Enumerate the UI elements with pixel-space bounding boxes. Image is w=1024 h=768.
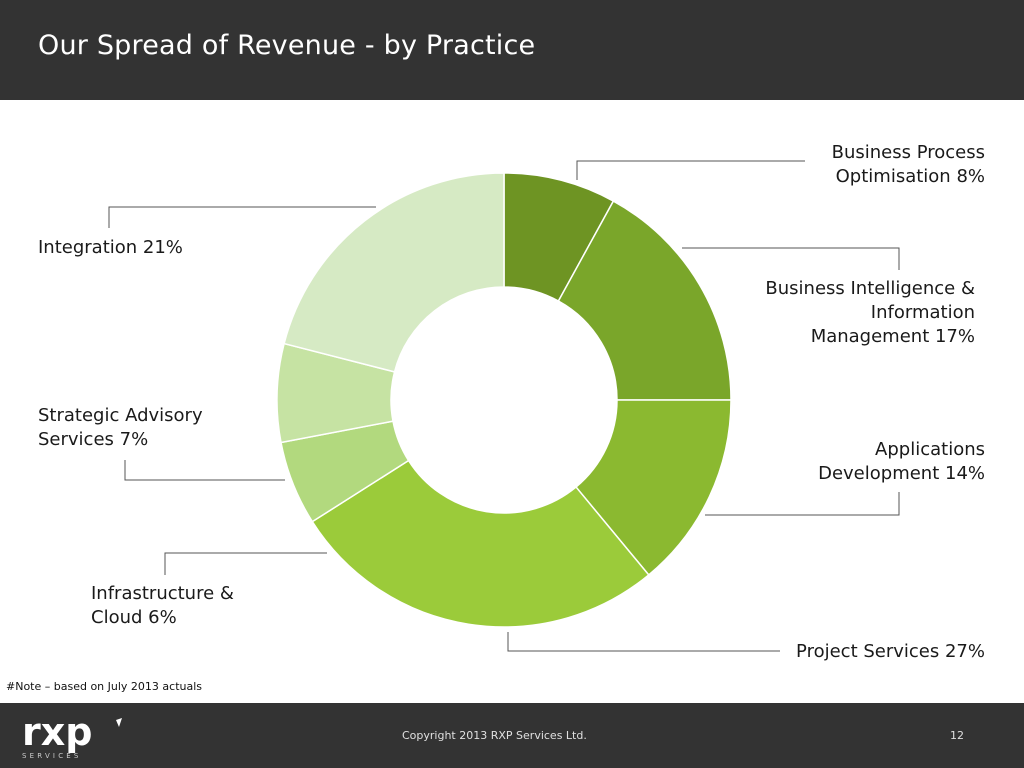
slice-label: Infrastructure & Cloud 6% <box>91 582 234 630</box>
svg-text:SERVICES: SERVICES <box>22 752 82 760</box>
slice-label-line: Business Intelligence & <box>765 278 975 299</box>
slice-label: Business Intelligence & Information Mana… <box>765 277 975 349</box>
slice-label: Strategic Advisory Services 7% <box>38 404 203 452</box>
svg-text:rxp: rxp <box>22 713 92 754</box>
donut-slice <box>557 200 732 401</box>
slice-label-line: Services 7% <box>38 429 149 450</box>
leader-line <box>108 206 376 228</box>
footer-bar: rxp SERVICES Copyright 2013 RXP Services… <box>0 703 1024 768</box>
slice-label-line: Strategic Advisory <box>38 405 203 426</box>
header-bar: Our Spread of Revenue - by Practice <box>0 0 1024 100</box>
slice-label-line: Development 14% <box>818 463 985 484</box>
slice-label-line: Information <box>870 302 975 323</box>
slice-label: Project Services 27% <box>796 640 985 664</box>
slice-label: Business Process Optimisation 8% <box>832 141 985 189</box>
copyright-text: Copyright 2013 RXP Services Ltd. <box>402 729 587 742</box>
slice-label-line: Cloud 6% <box>91 607 177 628</box>
slice-label-line: Optimisation 8% <box>835 166 985 187</box>
slice-label-line: Infrastructure & <box>91 583 234 604</box>
footnote: #Note – based on July 2013 actuals <box>6 680 203 693</box>
leader-line <box>682 247 900 270</box>
rxp-logo: rxp SERVICES <box>22 713 122 760</box>
leader-line <box>576 160 805 180</box>
page-number: 12 <box>950 729 964 742</box>
donut-slice <box>283 172 505 373</box>
slice-label-line: Project Services 27% <box>796 641 985 662</box>
slice-label: Integration 21% <box>38 236 183 260</box>
donut-slice <box>311 459 650 628</box>
leader-line <box>507 632 780 652</box>
leader-line <box>705 492 900 516</box>
slice-label-line: Management 17% <box>810 326 975 347</box>
leader-line <box>164 552 327 575</box>
slice-label: Applications Development 14% <box>818 438 985 486</box>
slice-label-line: Business Process <box>831 142 985 163</box>
page-title: Our Spread of Revenue - by Practice <box>38 30 536 61</box>
slice-label-line: Applications <box>875 439 985 460</box>
leader-line <box>124 460 285 481</box>
slice-label-line: Integration 21% <box>38 237 183 258</box>
